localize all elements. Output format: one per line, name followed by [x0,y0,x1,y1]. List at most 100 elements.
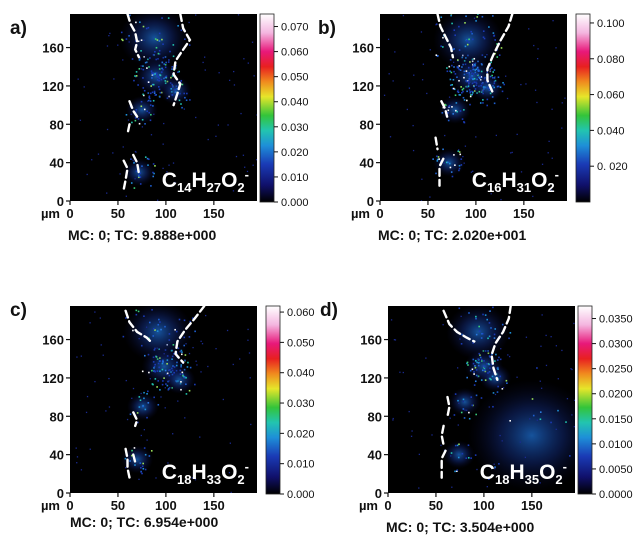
noise-pixel [172,162,175,164]
signal-pixel [468,89,471,91]
signal-pixel [137,118,140,120]
signal-pixel [470,77,473,80]
noise-pixel [235,155,238,158]
signal-pixel [146,110,149,113]
signal-pixel [153,90,156,93]
signal-pixel [164,80,167,82]
noise-pixel [493,463,495,465]
signal-pixel [151,73,154,75]
signal-pixel [469,369,472,372]
signal-pixel [148,158,150,161]
noise-pixel [406,108,409,111]
noise-pixel [239,358,241,360]
signal-pixel [460,86,462,88]
signal-pixel [147,402,150,404]
signal-pixel [154,370,156,373]
signal-pixel [492,15,494,17]
signal-pixel [453,414,456,416]
noise-pixel [472,170,474,172]
signal-pixel [182,374,184,377]
signal-pixel [153,349,156,351]
signal-pixel [167,297,169,299]
signal-pixel [154,378,157,380]
y-tick-label: 0 [57,194,64,209]
noise-pixel [246,170,249,173]
signal-pixel [130,158,132,160]
signal-pixel [152,83,155,86]
signal-pixel [483,360,485,362]
signal-pixel [158,49,161,52]
noise-pixel [545,364,548,367]
signal-pixel [144,408,147,411]
noise-pixel [124,467,127,469]
signal-pixel [467,84,470,87]
signal-pixel [149,119,152,122]
tissue-boundary [440,100,449,118]
signal-pixel [482,86,485,88]
noise-pixel [394,51,396,53]
signal-pixel [171,66,174,68]
noise-pixel [410,435,413,437]
signal-pixel [143,315,145,317]
signal-pixel [139,462,142,464]
signal-pixel [172,55,175,58]
signal-pixel [493,102,496,105]
signal-pixel [161,67,163,70]
noise-pixel [462,400,464,403]
y-tick-label: 80 [368,409,382,424]
signal-pixel [143,354,146,357]
signal-pixel [453,154,455,156]
signal-pixel [481,332,484,335]
noise-pixel [76,456,79,458]
signal-pixel [478,70,480,73]
signal-pixel [474,365,476,367]
signal-pixel [478,330,481,332]
signal-pixel [178,70,181,73]
signal-glow [442,440,475,469]
signal-pixel [448,104,451,107]
tissue-boundary [126,12,141,59]
signal-pixel [153,365,156,368]
signal-pixel [150,85,153,87]
noise-pixel [412,149,415,152]
signal-pixel [154,363,156,366]
signal-pixel [488,478,490,480]
signal-pixel [467,81,470,83]
noise-pixel [425,357,427,359]
y-tick-label: 160 [360,333,382,348]
colorbar-tick-label: 0.070 [281,22,309,34]
noise-pixel [476,468,478,471]
colorbar-tick-label: 0.080 [597,54,625,66]
noise-pixel [183,108,185,110]
signal-pixel [181,371,184,374]
signal-pixel [144,453,147,456]
noise-pixel [508,355,511,358]
noise-pixel [500,198,502,201]
signal-pixel [489,300,491,302]
signal-pixel [465,80,468,83]
signal-pixel [180,79,183,82]
signal-pixel [458,167,461,170]
x-tick-label: 50 [111,498,125,513]
signal-pixel [142,405,144,408]
signal-pixel [493,337,496,339]
signal-pixel [153,328,155,330]
signal-pixel [131,449,133,452]
colorbar-tick-label: 0.040 [287,368,315,380]
noise-pixel [532,195,534,198]
signal-pixel [482,36,485,39]
noise-pixel [77,78,79,80]
signal-pixel [487,337,489,340]
noise-pixel [412,124,414,127]
signal-pixel [474,366,477,369]
noise-pixel [112,152,114,154]
signal-pixel [465,15,467,18]
signal-glow [433,14,504,71]
noise-pixel [249,377,251,379]
signal-pixel [466,361,469,364]
noise-pixel [573,425,575,428]
signal-pixel [499,375,502,378]
signal-pixel [565,421,567,423]
